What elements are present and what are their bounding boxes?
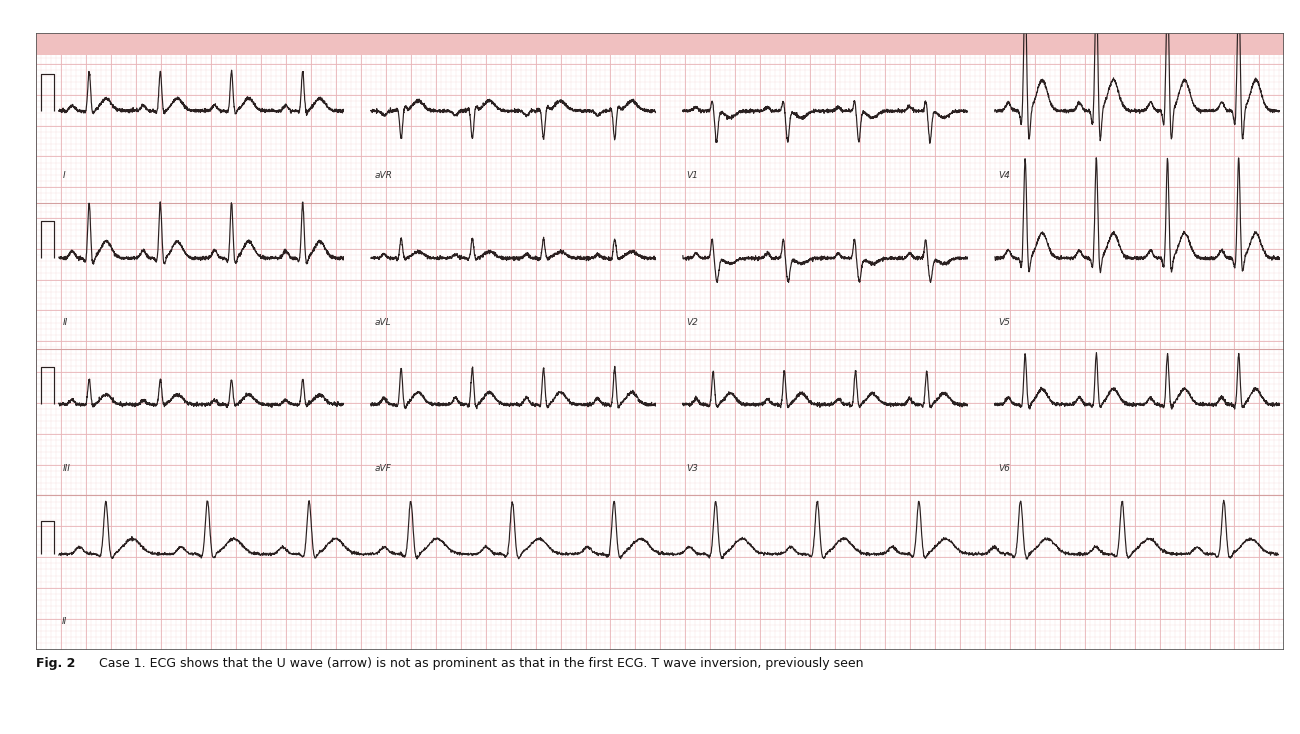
Text: aVL: aVL	[374, 318, 391, 327]
Text: Case 1. ECG shows that the U wave (arrow) is not as prominent as that in the fir: Case 1. ECG shows that the U wave (arrow…	[99, 657, 863, 670]
Text: Fig. 2: Fig. 2	[36, 657, 75, 670]
Text: II: II	[61, 617, 66, 627]
Text: aVF: aVF	[374, 465, 391, 473]
Text: I: I	[62, 171, 65, 181]
Text: III: III	[62, 465, 70, 473]
Text: V4: V4	[998, 171, 1010, 181]
Text: V5: V5	[998, 318, 1010, 327]
Text: II: II	[62, 318, 68, 327]
Text: V1: V1	[686, 171, 698, 181]
Text: aVR: aVR	[374, 171, 393, 181]
Text: V3: V3	[686, 465, 698, 473]
Bar	[36, 33, 1284, 54]
Text: V2: V2	[686, 318, 698, 327]
Text: V6: V6	[998, 465, 1010, 473]
